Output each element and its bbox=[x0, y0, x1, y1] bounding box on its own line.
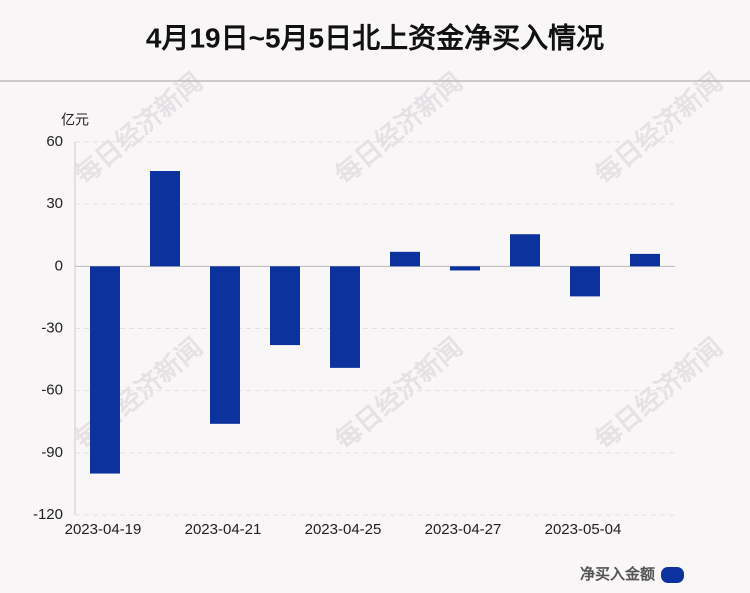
bar bbox=[510, 234, 540, 267]
legend-swatch bbox=[661, 567, 684, 583]
y-tick-label: -60 bbox=[41, 382, 63, 399]
y-tick-label: 30 bbox=[46, 195, 63, 212]
bar bbox=[90, 266, 120, 474]
bar bbox=[210, 266, 240, 424]
bar bbox=[390, 251, 420, 267]
y-tick-label: 0 bbox=[55, 257, 63, 274]
bar bbox=[450, 266, 480, 271]
y-tick-label: -120 bbox=[33, 506, 63, 523]
chart-title: 4月19日~5月5日北上资金净买入情况 bbox=[146, 21, 604, 53]
x-tick-label: 2023-04-27 bbox=[425, 521, 502, 538]
bar bbox=[330, 266, 360, 368]
bar bbox=[270, 266, 300, 346]
legend-label: 净买入金额 bbox=[580, 565, 655, 583]
y-tick-label: 60 bbox=[46, 133, 63, 150]
x-tick-label: 2023-05-04 bbox=[545, 521, 622, 538]
bar bbox=[570, 266, 600, 297]
y-axis-unit: 亿元 bbox=[61, 112, 89, 128]
x-tick-label: 2023-04-19 bbox=[65, 521, 142, 538]
bar bbox=[150, 171, 180, 267]
x-tick-label: 2023-04-25 bbox=[305, 521, 382, 538]
x-tick-label: 2023-04-21 bbox=[185, 521, 262, 538]
y-tick-label: -30 bbox=[41, 319, 63, 336]
bar bbox=[630, 253, 660, 267]
y-tick-label: -90 bbox=[41, 444, 63, 461]
